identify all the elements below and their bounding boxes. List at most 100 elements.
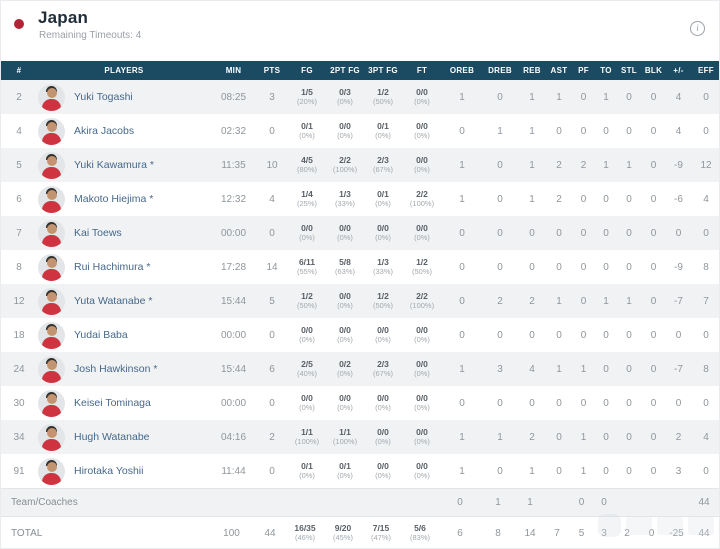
player-cell: Hugh Watanabe [37, 423, 211, 451]
stat-to: 3 [601, 528, 607, 539]
stat-fraction: 0/1 [301, 460, 313, 471]
stat-fraction: 5/8 [339, 256, 351, 267]
stat-reb: 2 [529, 295, 535, 307]
stat-ft: 0/0 (0%) [402, 461, 442, 480]
player-row[interactable]: 91 Hirotaka Yoshii 11:44 0 0/1 (0%) 0/ [1, 454, 719, 488]
player-name[interactable]: Yuta Watanabe * [74, 295, 153, 307]
stat-oreb: 1 [459, 159, 465, 171]
stat-3ptfg: 1/2 (50%) [364, 87, 402, 106]
stat-stl: 1 [626, 159, 632, 171]
stat-2ptfg: 0/0 (0%) [326, 291, 364, 310]
avatar-jersey-graphic [42, 472, 61, 485]
stat-dreb: 1 [497, 125, 503, 137]
stat-ast: 0 [556, 431, 562, 443]
col-number: # [16, 66, 22, 75]
player-name[interactable]: Yuki Kawamura * [74, 159, 154, 171]
stat-reb: 1 [527, 497, 533, 508]
player-row[interactable]: 12 Yuta Watanabe * 15:44 5 1/2 (50%) 0 [1, 284, 719, 318]
stat-to: 0 [603, 363, 609, 375]
player-row[interactable]: 4 Akira Jacobs 02:32 0 0/1 (0%) 0/0 [1, 114, 719, 148]
player-avatar [38, 457, 65, 485]
player-row[interactable]: 5 Yuki Kawamura * 11:35 10 4/5 (80%) 2 [1, 148, 719, 182]
stat-min: 15:44 [220, 295, 247, 307]
player-name[interactable]: Hirotaka Yoshii [74, 465, 144, 477]
stat-min: 02:32 [220, 125, 247, 137]
stat-ft: 2/2 (100%) [402, 291, 442, 310]
stat-3ptfg: 0/1 (0%) [364, 121, 402, 140]
col-eff: EFF [697, 66, 714, 75]
player-row[interactable]: 8 Rui Hachimura * 17:28 14 6/11 (55%) [1, 250, 719, 284]
stat-pf: 0 [580, 193, 587, 205]
stat-plusminus: -6 [674, 193, 683, 205]
stat-reb: 0 [529, 261, 535, 273]
player-name[interactable]: Akira Jacobs [74, 125, 135, 137]
info-icon[interactable]: i [690, 21, 705, 36]
stat-ft: 2/2 (100%) [402, 189, 442, 208]
player-name[interactable]: Rui Hachimura * [74, 261, 151, 273]
stat-fraction: 2/5 [301, 358, 313, 369]
stat-stl: 1 [626, 295, 632, 307]
stat-min: 00:00 [220, 329, 247, 341]
avatar-head-graphic [46, 257, 57, 268]
stat-stl: 2 [624, 528, 630, 539]
stat-fraction: 5/6 [414, 523, 426, 534]
player-row[interactable]: 6 Makoto Hiejima * 12:32 4 1/4 (25%) 1 [1, 182, 719, 216]
stat-reb: 14 [524, 528, 536, 539]
player-name[interactable]: Hugh Watanabe [74, 431, 150, 443]
stat-percent: (67%) [372, 164, 393, 174]
stat-percent: (46%) [294, 533, 315, 543]
player-row[interactable]: 7 Kai Toews 00:00 0 0/0 (0%) 0/0 [1, 216, 719, 250]
player-cell: Yuki Togashi [37, 83, 211, 111]
player-avatar [38, 185, 65, 213]
player-row[interactable]: 34 Hugh Watanabe 04:16 2 1/1 (100%) 1/ [1, 420, 719, 454]
player-avatar [38, 355, 65, 383]
stat-oreb: 0 [459, 397, 465, 409]
player-row[interactable]: 30 Keisei Tominaga 00:00 0 0/0 (0%) 0/ [1, 386, 719, 420]
stat-min: 04:16 [220, 431, 247, 443]
stat-fraction: 0/2 [339, 358, 351, 369]
player-name[interactable]: Yudai Baba [74, 329, 128, 341]
stat-ast: 0 [556, 261, 562, 273]
stat-reb: 2 [529, 431, 535, 443]
player-name[interactable]: Kai Toews [74, 227, 122, 239]
player-name[interactable]: Josh Hawkinson * [74, 363, 158, 375]
player-row[interactable]: 18 Yudai Baba 00:00 0 0/0 (0%) 0/0 [1, 318, 719, 352]
stat-reb: 1 [529, 125, 535, 137]
stat-eff: 8 [703, 261, 709, 273]
stat-2ptfg: 9/20 (45%) [324, 524, 362, 542]
stat-fraction: 0/0 [301, 324, 313, 335]
stat-percent: (0%) [337, 300, 353, 310]
stat-fraction: 6/11 [298, 256, 316, 267]
total-label: TOTAL [11, 528, 43, 539]
stat-percent: (100%) [332, 436, 358, 446]
team-coaches-row: Team/Coaches 0 1 1 0 0 44 [1, 488, 719, 516]
stat-fg: 16/35 (46%) [286, 524, 324, 542]
stat-dreb: 1 [497, 431, 503, 443]
stat-oreb: 1 [459, 91, 465, 103]
stat-stl: 0 [626, 227, 632, 239]
player-name[interactable]: Keisei Tominaga [74, 397, 151, 409]
player-row[interactable]: 24 Josh Hawkinson * 15:44 6 2/5 (40%) [1, 352, 719, 386]
player-row[interactable]: 2 Yuki Togashi 08:25 3 1/5 (20%) 0/3 [1, 80, 719, 114]
stat-plusminus: -9 [674, 261, 683, 273]
stat-pf: 0 [580, 261, 587, 273]
stat-ft: 0/0 (0%) [402, 121, 442, 140]
stat-percent: (50%) [411, 266, 432, 276]
col-blk: BLK [644, 66, 663, 75]
stat-ft: 0/0 (0%) [402, 325, 442, 344]
player-name[interactable]: Makoto Hiejima * [74, 193, 154, 205]
stat-ast: 1 [556, 91, 562, 103]
stat-pts: 3 [269, 91, 275, 103]
stat-blk: 0 [650, 159, 657, 171]
stat-fraction: 0/3 [339, 86, 351, 97]
col-ast: AST [550, 66, 568, 75]
stat-blk: 0 [650, 261, 657, 273]
stat-ast: 0 [556, 465, 562, 477]
stat-min: 11:35 [221, 159, 246, 171]
stat-percent: (0%) [337, 334, 353, 344]
stat-dreb: 0 [497, 261, 503, 273]
stat-percent: (50%) [296, 300, 317, 310]
player-name[interactable]: Yuki Togashi [74, 91, 133, 103]
stat-fraction: 4/5 [301, 154, 313, 165]
col-min: MIN [225, 66, 242, 75]
